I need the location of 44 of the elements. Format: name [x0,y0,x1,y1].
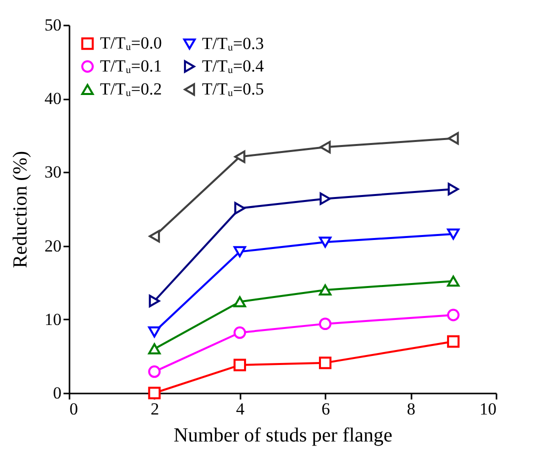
x-axis-title: Number of studs per flange [174,424,393,446]
point [318,236,332,248]
y-tick-label: 30 [44,162,62,182]
legend-label: T/Tᵤ=0.1 [100,56,162,76]
point [320,192,331,205]
point [234,202,246,215]
x-tick-label: 2 [150,400,160,418]
x-tick-label: 0 [70,400,78,418]
y-tick-label: 10 [44,310,62,329]
point [318,356,332,370]
legend-label: T/Tᵤ=0.0 [100,34,162,53]
x-tick-label: 8 [406,400,416,418]
point [148,326,161,338]
legend-label: T/Tᵤ=0.2 [100,80,162,98]
point [447,308,460,322]
y-tick-label: 40 [44,89,62,108]
point [447,335,460,348]
point [447,276,460,287]
x-tick-label: 4 [236,400,246,418]
point [234,358,246,372]
point [318,318,332,330]
point [448,132,459,145]
point [318,284,332,296]
y-tick-label: 50 [44,16,62,34]
point [234,150,246,163]
legend-label: T/Tᵤ=0.4 [202,56,264,76]
point [234,296,246,308]
point [148,343,161,354]
y-tick-label: 20 [44,236,62,256]
point [447,228,460,240]
x-tick-label: 10 [480,400,496,418]
point [148,294,160,308]
x-tick-label: 6 [321,400,330,418]
y-axis-title: Reduction (%) [10,150,32,268]
point [148,230,160,242]
point [234,246,246,258]
legend-label: T/Tᵤ=0.3 [202,34,264,53]
point [148,365,161,378]
point [234,326,246,339]
point [448,182,459,196]
point [148,386,161,400]
legend-label: T/Tᵤ=0.5 [202,80,264,98]
point [320,140,331,154]
y-tick-label: 0 [53,384,62,402]
